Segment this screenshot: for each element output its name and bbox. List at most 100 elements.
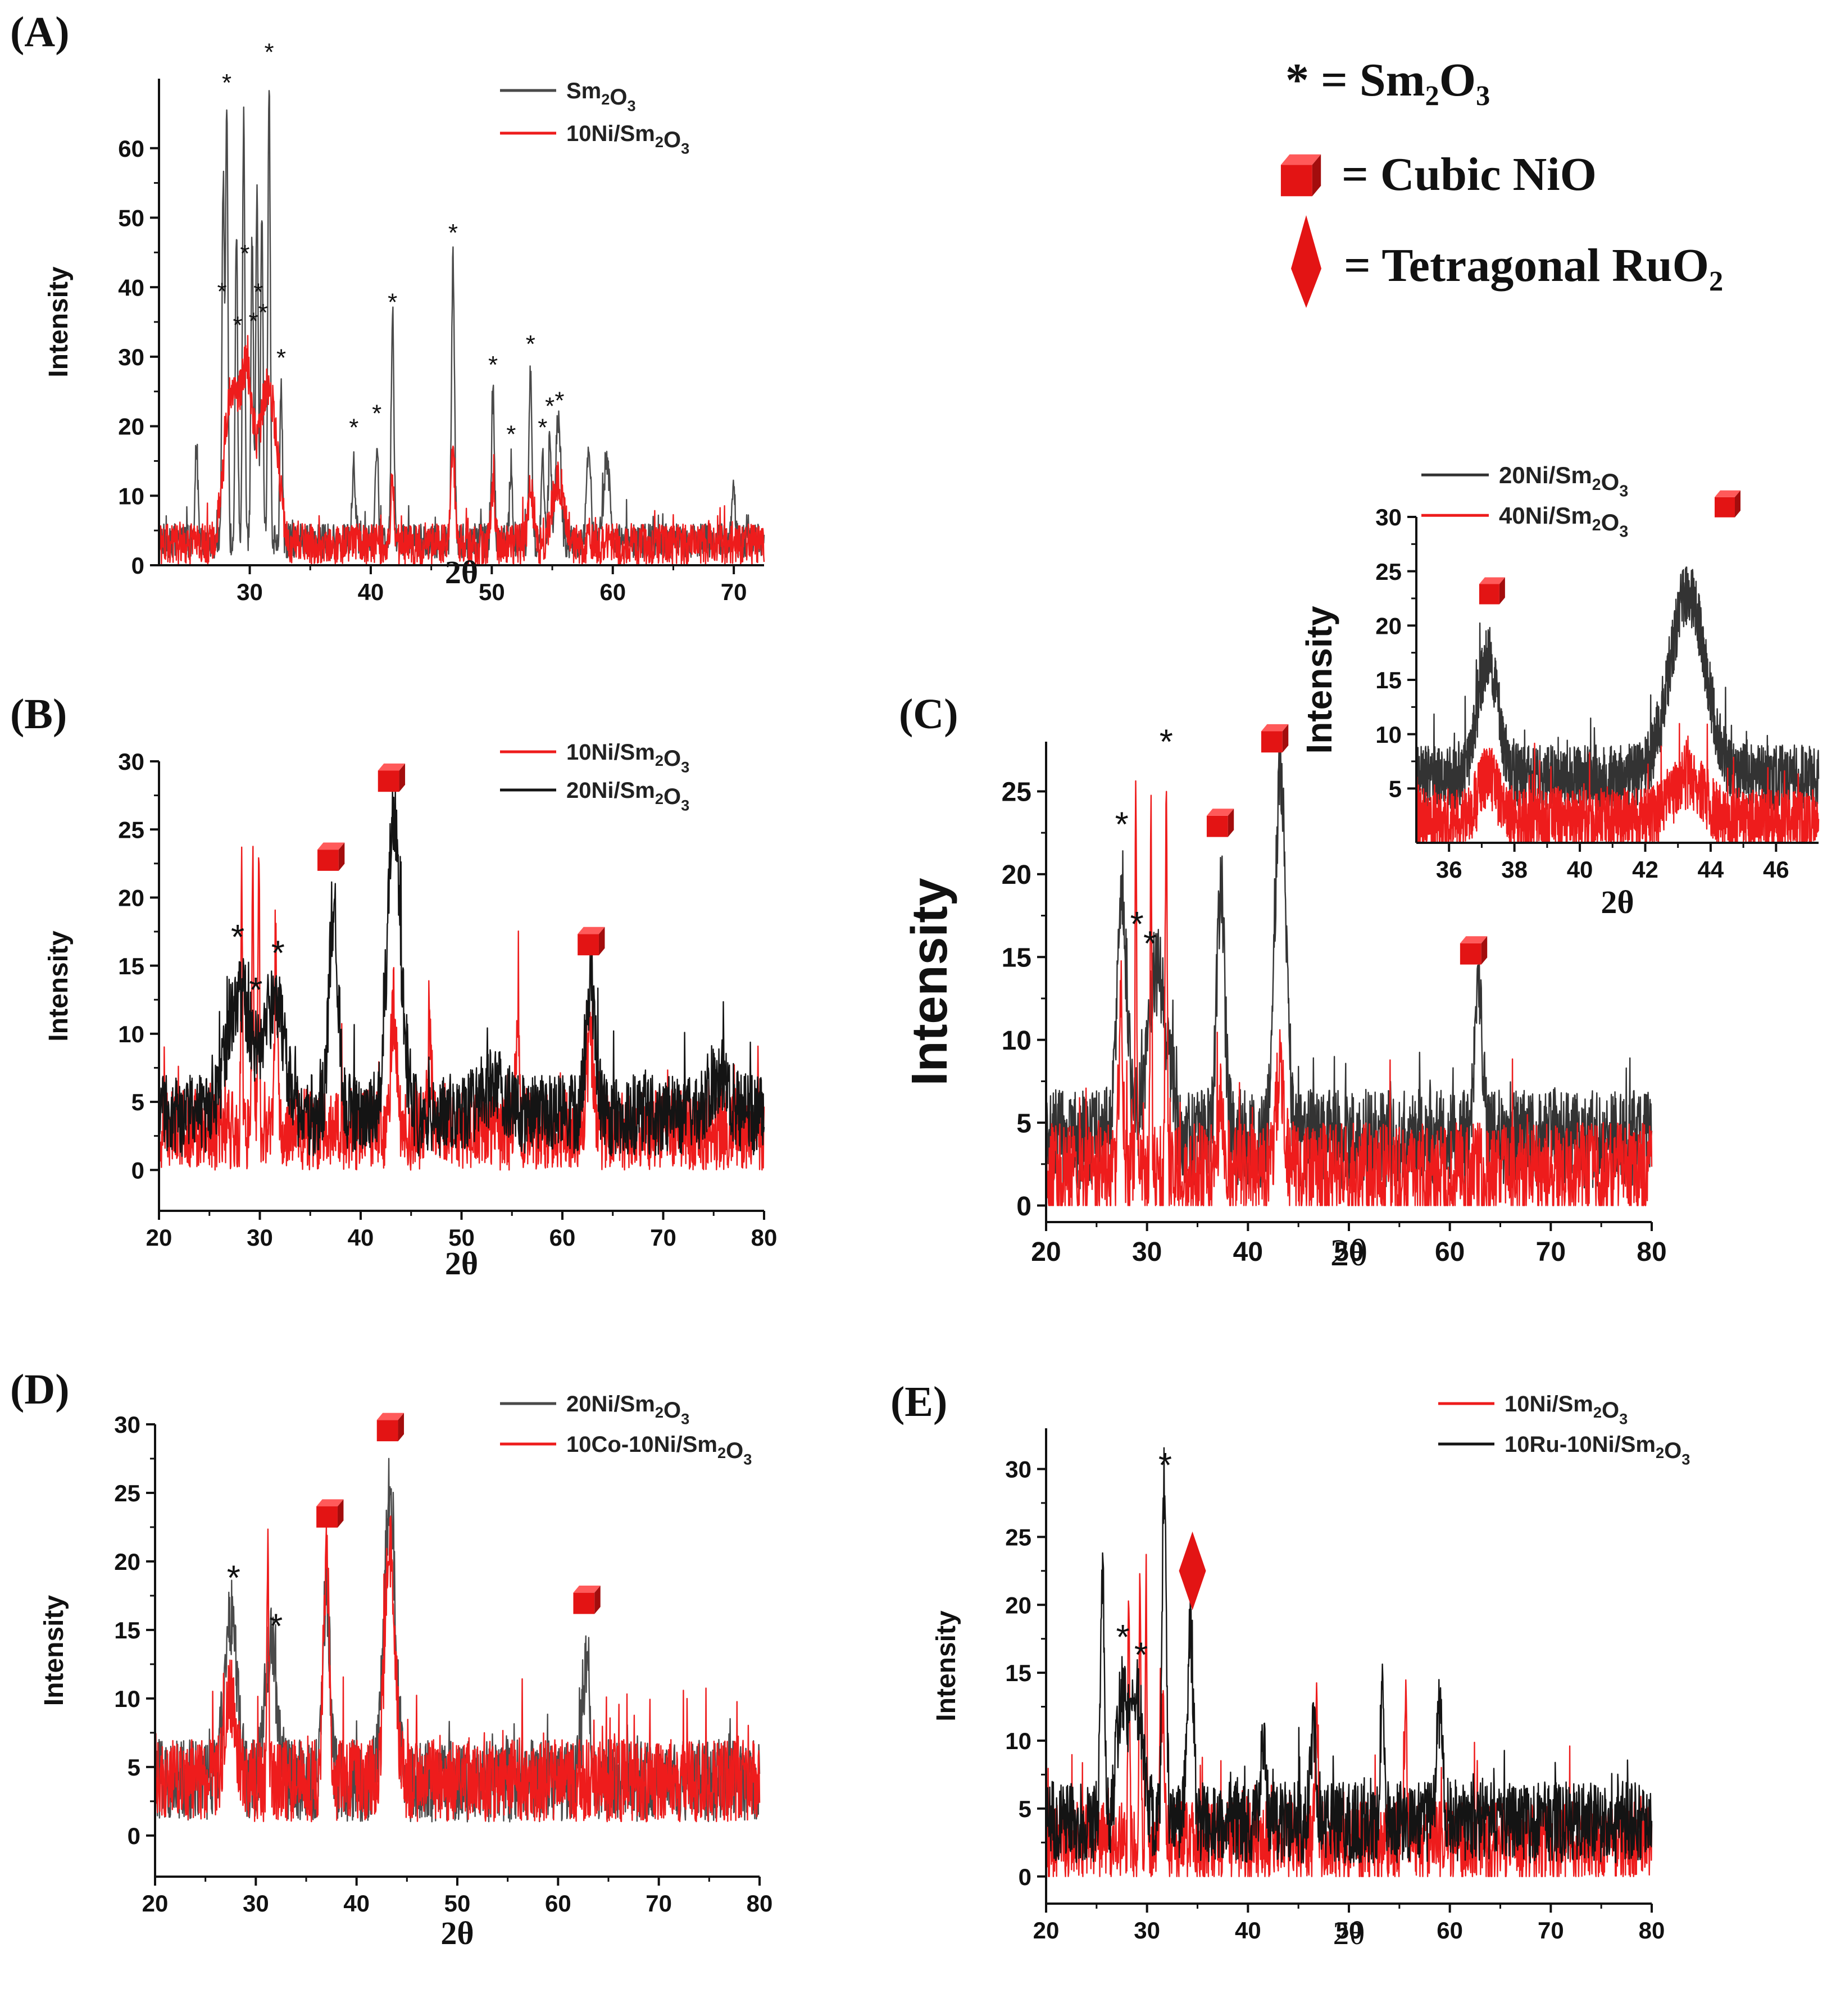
panel-E: (E) 20 30 40 50 60 70 80 0 5 10 15 20 25 30 2θ Intensit… bbox=[890, 1378, 1690, 1951]
x-tick-label: 20 bbox=[142, 1890, 169, 1917]
panel-D: (D) 20 30 40 50 60 70 80 0 5 10 15 20 25 30 2θ Intensit… bbox=[10, 1366, 772, 1951]
x-tick-label: 60 bbox=[599, 579, 626, 605]
y-axis-label: Intensity bbox=[44, 930, 74, 1042]
y-tick-label: 10 bbox=[118, 483, 144, 509]
sm2o3-peak-marker: * bbox=[538, 414, 547, 441]
x-tick-label: 50 bbox=[448, 1224, 475, 1251]
x-tick-label: 40 bbox=[1235, 1917, 1261, 1944]
sm2o3-peak-marker: * bbox=[1160, 723, 1173, 761]
chart-legend: Sm2O3 10Ni/Sm2O3 bbox=[500, 79, 689, 157]
sm2o3-peak-marker: * bbox=[1143, 924, 1157, 963]
key-nio-label: = Cubic NiO bbox=[1342, 148, 1597, 201]
chart-legend: 10Ni/Sm2O3 10Ru-10Ni/Sm2O3 bbox=[1438, 1392, 1690, 1468]
panel-C: (C) 20 30 40 50 60 70 80 0 5 10 15 20 25 2θ Intensity *… bbox=[899, 461, 1820, 1274]
y-tick-label: 20 bbox=[1005, 1592, 1031, 1618]
y-tick-label: 60 bbox=[118, 135, 144, 162]
y-tick-label: 5 bbox=[131, 1089, 144, 1115]
nio-cube-marker bbox=[1715, 490, 1741, 517]
x-tick-label: 60 bbox=[1435, 1237, 1465, 1267]
x-tick-label: 70 bbox=[646, 1890, 672, 1917]
x-tick-label: 38 bbox=[1501, 856, 1528, 883]
x-tick-label: 44 bbox=[1698, 856, 1724, 883]
x-tick-label: 50 bbox=[479, 579, 505, 605]
x-tick-label: 50 bbox=[1334, 1237, 1364, 1267]
x-tick-label: 80 bbox=[751, 1224, 778, 1251]
series-line-1 bbox=[1415, 566, 1820, 811]
y-tick-label: 0 bbox=[131, 1157, 144, 1183]
x-tick-label: 60 bbox=[549, 1224, 576, 1251]
panel-label: (B) bbox=[10, 691, 67, 738]
x-tick-label: 30 bbox=[247, 1224, 273, 1251]
y-axis-label: Intensity bbox=[44, 266, 74, 378]
legend-label: 20Ni/Sm2O3 bbox=[566, 778, 689, 814]
y-tick-label: 40 bbox=[118, 274, 144, 301]
x-tick-label: 30 bbox=[1134, 1917, 1160, 1944]
legend-label: 10Ni/Sm2O3 bbox=[566, 740, 689, 775]
y-tick-label: 20 bbox=[118, 414, 144, 440]
nio-cube-marker bbox=[376, 1413, 405, 1442]
y-tick-label: 20 bbox=[114, 1549, 140, 1575]
y-tick-label: 15 bbox=[114, 1617, 140, 1643]
sm2o3-peak-marker: * bbox=[545, 393, 555, 420]
x-tick-label: 36 bbox=[1436, 856, 1462, 883]
sm2o3-peak-marker: * bbox=[249, 971, 262, 1010]
y-tick-label: 25 bbox=[118, 816, 144, 843]
y-tick-label: 20 bbox=[1002, 860, 1031, 890]
y-tick-label: 25 bbox=[1375, 559, 1402, 585]
legend-label: 40Ni/Sm2O3 bbox=[1499, 502, 1628, 541]
x-tick-label: 50 bbox=[444, 1890, 471, 1917]
y-tick-label: 10 bbox=[1002, 1026, 1031, 1056]
series-line-2 bbox=[1045, 1447, 1653, 1864]
nio-cube-marker bbox=[1479, 577, 1505, 605]
x-tick-label: 46 bbox=[1763, 856, 1789, 883]
x-tick-label: 60 bbox=[1437, 1917, 1463, 1944]
y-axis-label: Intensity bbox=[1299, 606, 1339, 754]
y-tick-label: 5 bbox=[1019, 1796, 1031, 1822]
x-tick-label: 30 bbox=[1132, 1237, 1162, 1267]
sm2o3-peak-marker: * bbox=[555, 387, 564, 414]
nio-cube-marker bbox=[316, 1499, 344, 1528]
x-tick-label: 30 bbox=[243, 1890, 269, 1917]
legend-label: 10Ni/Sm2O3 bbox=[566, 121, 689, 157]
legend-label: Sm2O3 bbox=[566, 79, 636, 114]
x-tick-label: 40 bbox=[1233, 1237, 1263, 1267]
sm2o3-peak-marker: * bbox=[1116, 1618, 1129, 1657]
x-tick-label: 40 bbox=[343, 1890, 370, 1917]
y-tick-label: 5 bbox=[128, 1754, 140, 1781]
x-axis-label: 2θ bbox=[1333, 1915, 1365, 1951]
ruo2-diamond-marker bbox=[1179, 1531, 1206, 1610]
sm2o3-peak-marker: * bbox=[231, 918, 244, 957]
series-line-1 bbox=[1045, 729, 1653, 1190]
global-legend-key: * = Sm₂O₃ = Cubic NiO = Tetragonal RuO₂ bbox=[1280, 54, 1723, 308]
series-line-2 bbox=[158, 335, 765, 566]
sm2o3-peak-marker: * bbox=[349, 414, 358, 441]
y-tick-label: 10 bbox=[118, 1021, 144, 1047]
key-sm2o3-label: * = Sm₂O₃ bbox=[1285, 54, 1490, 106]
y-tick-label: 0 bbox=[1019, 1864, 1031, 1890]
y-tick-label: 10 bbox=[114, 1686, 140, 1712]
y-tick-label: 10 bbox=[1375, 721, 1402, 748]
y-axis-label: Intensity bbox=[39, 1595, 69, 1706]
sm2o3-peak-marker: * bbox=[1115, 805, 1129, 844]
y-tick-label: 0 bbox=[131, 552, 144, 579]
y-axis-label: Intensity bbox=[902, 878, 958, 1086]
x-tick-label: 30 bbox=[237, 579, 263, 605]
y-tick-label: 0 bbox=[1016, 1192, 1031, 1222]
sm2o3-peak-marker: * bbox=[271, 934, 285, 973]
legend-label: 20Ni/Sm2O3 bbox=[1499, 462, 1628, 501]
nio-cube-marker bbox=[573, 1586, 601, 1614]
y-tick-label: 30 bbox=[1005, 1456, 1031, 1483]
y-tick-label: 30 bbox=[118, 748, 144, 775]
x-tick-label: 70 bbox=[1538, 1917, 1564, 1944]
nio-cube-marker bbox=[1460, 936, 1488, 965]
sm2o3-peak-marker: * bbox=[248, 308, 258, 335]
y-tick-label: 25 bbox=[1005, 1524, 1031, 1550]
y-tick-label: 15 bbox=[1005, 1660, 1031, 1686]
sm2o3-peak-marker: * bbox=[258, 299, 268, 326]
plot-area-D: 20 30 40 50 60 70 80 0 5 10 15 20 25 30 2θ Intensity * * 2… bbox=[39, 1392, 772, 1951]
